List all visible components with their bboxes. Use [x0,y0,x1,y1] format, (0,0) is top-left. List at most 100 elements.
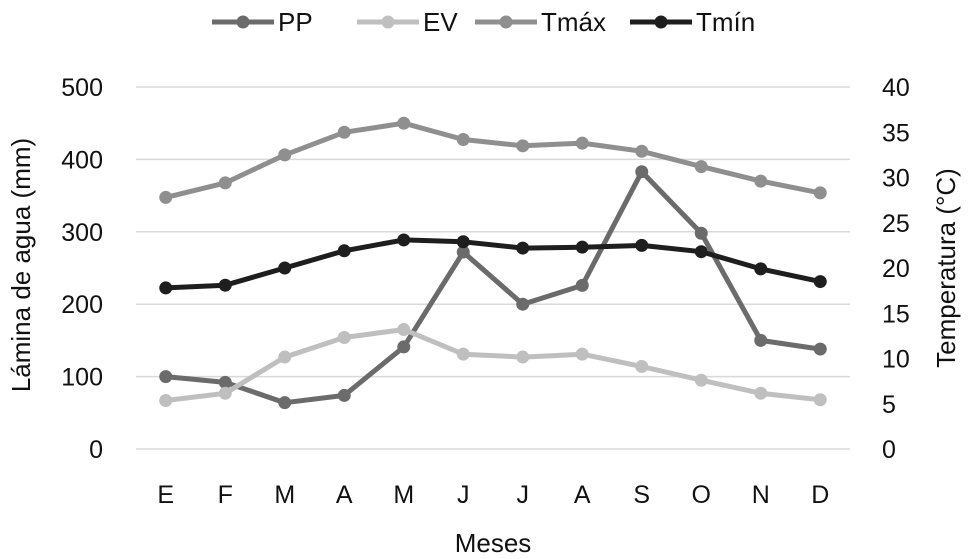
data-point [575,240,589,254]
data-point [575,136,589,150]
series-pp [159,165,827,410]
data-point [456,132,470,146]
legend-item: EV [357,7,458,37]
data-point [278,396,292,410]
data-point [516,241,530,255]
x-tick-label: N [752,481,770,509]
x-axis-title: Meses [455,528,532,558]
data-point [337,388,351,402]
series-line [165,237,821,291]
data-point [754,386,768,400]
data-point [575,278,589,292]
legend-label: Tmín [696,7,755,37]
x-tick-label: M [393,481,414,509]
data-point [813,393,827,407]
right-tick-label: 40 [882,74,910,102]
right-tick-label: 20 [882,255,910,283]
data-point [456,235,470,249]
right-axis-title: Temperatura (°C) [931,168,961,368]
data-point [516,297,530,311]
data-point [159,393,173,407]
data-point [516,350,530,364]
data-point [397,323,411,337]
x-tick-label: A [336,481,353,509]
legend-swatch-marker [499,15,513,29]
data-point [278,148,292,162]
right-tick-label: 25 [882,210,910,238]
data-point [159,190,173,204]
data-point [337,125,351,139]
data-point [694,245,708,259]
data-point [218,176,232,190]
series-line [165,120,821,200]
series-ev [159,323,827,407]
series-line [165,169,821,406]
x-tick-label: J [457,481,470,509]
left-axis-ticks: 0 100 200 300 400 500 [61,74,103,464]
x-tick-label: E [157,481,174,509]
data-point [456,245,470,259]
x-tick-label: O [692,481,711,509]
legend-label: Tmáx [541,7,606,37]
data-point [516,139,530,153]
right-tick-label: 10 [882,346,910,374]
right-tick-label: 15 [882,300,910,328]
data-point [635,359,649,373]
data-point [575,347,589,361]
right-tick-label: 30 [882,165,910,193]
data-point [397,116,411,130]
data-point [635,238,649,252]
data-point [694,373,708,387]
x-tick-label: F [218,481,233,509]
data-point [397,233,411,247]
left-tick-label: 500 [61,74,103,102]
left-tick-label: 400 [61,146,103,174]
data-point [159,370,173,384]
right-tick-label: 0 [882,436,896,464]
legend: PP EV Tmáx Tmín [212,7,755,37]
data-point [635,144,649,158]
legend-item: Tmín [630,7,755,37]
data-point [754,262,768,276]
legend-swatch-marker [236,15,250,29]
data-point [754,333,768,347]
data-point [278,350,292,364]
data-point [813,275,827,289]
data-point [694,160,708,174]
data-point [397,340,411,354]
x-tick-label: A [574,481,591,509]
right-tick-label: 5 [882,391,896,419]
data-point [456,347,470,361]
left-tick-label: 200 [61,291,103,319]
data-point [218,375,232,389]
legend-swatch-marker [381,15,395,29]
right-tick-label: 35 [882,119,910,147]
series-layer [159,116,827,410]
series-tmn [159,233,827,295]
x-tick-label: J [517,481,530,509]
data-point [813,186,827,200]
x-tick-label: M [274,481,295,509]
data-point [278,261,292,275]
data-point [337,331,351,345]
legend-item: PP [212,7,313,37]
series-tmx [159,116,827,204]
left-tick-label: 300 [61,219,103,247]
data-point [337,244,351,258]
data-point [159,281,173,295]
legend-swatch-marker [654,15,668,29]
data-point [635,165,649,179]
legend-item: Tmáx [475,7,606,37]
left-tick-label: 100 [61,364,103,392]
data-point [694,226,708,240]
data-point [813,342,827,356]
legend-label: PP [278,7,313,37]
series-line [165,327,821,403]
legend-label: EV [423,7,458,37]
data-point [218,278,232,292]
data-point [218,386,232,400]
left-tick-label: 0 [89,436,103,464]
left-axis-title: Lámina de agua (mm) [6,138,36,392]
